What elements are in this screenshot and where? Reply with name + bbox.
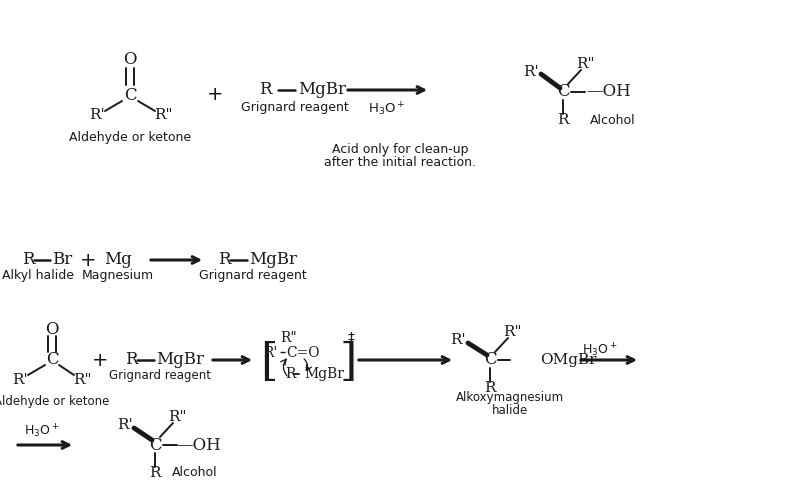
Text: R: R — [258, 81, 271, 98]
Text: R": R" — [576, 57, 594, 71]
Text: MgBr: MgBr — [304, 367, 344, 381]
Text: R: R — [285, 367, 295, 381]
Text: ‡: ‡ — [348, 331, 355, 345]
Text: Aldehyde or ketone: Aldehyde or ketone — [0, 395, 110, 409]
Text: R': R' — [12, 373, 28, 387]
Text: Alkyl halide: Alkyl halide — [2, 269, 74, 282]
Text: Grignard reagent: Grignard reagent — [241, 100, 349, 113]
Text: C=O: C=O — [286, 346, 319, 360]
Text: O: O — [46, 321, 58, 338]
Text: C: C — [557, 83, 570, 100]
Text: +: + — [92, 351, 108, 370]
Text: Mg: Mg — [104, 251, 132, 268]
Text: R: R — [558, 113, 569, 127]
Text: +: + — [206, 86, 223, 105]
Text: $\mathregular{H_3O^+}$: $\mathregular{H_3O^+}$ — [582, 341, 618, 359]
Text: Aldehyde or ketone: Aldehyde or ketone — [69, 131, 191, 144]
Text: halide: halide — [492, 404, 528, 416]
Text: R": R" — [280, 331, 297, 345]
Text: R": R" — [154, 108, 172, 122]
Text: $\mathregular{H_3O^+}$: $\mathregular{H_3O^+}$ — [24, 422, 60, 440]
Text: C: C — [484, 352, 496, 369]
Text: Grignard reagent: Grignard reagent — [199, 269, 307, 282]
Text: R': R' — [117, 418, 133, 432]
Text: $\mathregular{H_3O^+}$: $\mathregular{H_3O^+}$ — [368, 100, 406, 118]
Text: MgBr: MgBr — [249, 251, 297, 268]
Text: Acid only for clean-up: Acid only for clean-up — [332, 144, 468, 156]
Text: R: R — [218, 251, 230, 268]
Text: R': R' — [264, 346, 278, 360]
Text: Alkoxymagnesium: Alkoxymagnesium — [456, 392, 564, 405]
Text: [: [ — [260, 340, 278, 384]
Text: R: R — [484, 381, 496, 395]
Text: R': R' — [523, 65, 539, 79]
Text: +: + — [80, 250, 96, 269]
Text: —OH: —OH — [177, 436, 222, 453]
Text: after the initial reaction.: after the initial reaction. — [324, 156, 476, 169]
Text: R': R' — [450, 333, 466, 347]
Text: —OH: —OH — [586, 83, 631, 100]
Text: Br: Br — [52, 251, 72, 268]
Text: R": R" — [502, 325, 522, 339]
Text: MgBr: MgBr — [156, 352, 204, 369]
Text: Grignard reagent: Grignard reagent — [109, 370, 211, 382]
Text: R: R — [125, 352, 138, 369]
Text: MgBr: MgBr — [298, 81, 346, 98]
Text: R": R" — [73, 373, 91, 387]
Text: R: R — [22, 251, 34, 268]
Text: C: C — [124, 87, 136, 104]
Text: O: O — [123, 52, 137, 69]
Text: Magnesium: Magnesium — [82, 269, 154, 282]
Text: R": R" — [168, 410, 186, 424]
Text: C: C — [149, 436, 162, 453]
Text: R: R — [150, 466, 161, 480]
Text: Alcohol: Alcohol — [172, 467, 218, 480]
Text: ]: ] — [340, 340, 358, 384]
Text: R': R' — [89, 108, 105, 122]
Text: C: C — [46, 352, 58, 369]
Text: OMgBr: OMgBr — [540, 353, 597, 367]
Text: Alcohol: Alcohol — [590, 113, 636, 127]
